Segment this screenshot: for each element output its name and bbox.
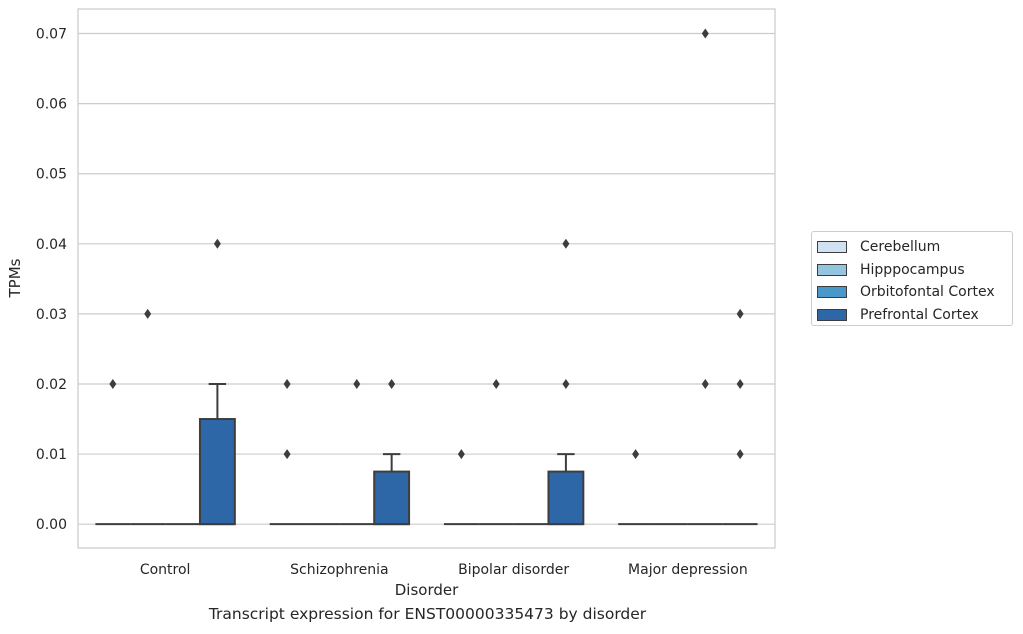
outlier-point <box>283 378 291 389</box>
legend-item: Hipppocampus <box>817 259 1012 282</box>
y-tick-label: 0.04 <box>36 237 67 253</box>
box-orbitofontal-cortex <box>687 28 723 526</box>
box-hipppocampus <box>478 378 514 526</box>
box-cerebellum <box>443 449 479 526</box>
outlier-point <box>562 378 570 389</box>
y-axis-title: TPMs <box>6 258 24 298</box>
outlier-point <box>562 238 570 249</box>
outlier-point <box>492 378 500 389</box>
legend-swatch <box>817 286 847 299</box>
y-tick-label: 0.06 <box>36 97 67 113</box>
box-cerebellum <box>269 378 305 526</box>
legend-swatch <box>817 241 847 254</box>
legend-label: Hipppocampus <box>860 261 965 278</box>
box-orbitofontal-cortex <box>339 378 375 526</box>
box-body <box>547 470 585 526</box>
outlier-point <box>109 378 117 389</box>
boxes <box>95 28 758 526</box>
legend-label: Cerebellum <box>860 239 941 256</box>
x-tick-label: Schizophrenia <box>290 562 388 578</box>
box-prefrontal-cortex <box>722 308 758 526</box>
plot-frame <box>77 8 776 549</box>
outlier-point <box>701 28 709 39</box>
box-prefrontal-cortex <box>198 238 236 526</box>
outlier-point <box>736 308 744 319</box>
box-hipppocampus <box>130 308 166 526</box>
y-tick-label: 0.03 <box>36 307 67 323</box>
y-tick-labels: 0.00 0.01 0.02 0.03 0.04 0.05 0.06 0.07 <box>36 27 67 534</box>
legend: Cerebellum Hipppocampus Orbitofontal Corte… <box>811 231 1013 326</box>
legend-item: Orbitofontal Cortex <box>817 281 1012 304</box>
gridlines <box>78 32 775 525</box>
x-tick-labels: Control Schizophrenia Bipolar disorder Majo… <box>140 562 748 578</box>
legend-swatch <box>817 308 847 321</box>
outlier-point <box>701 378 709 389</box>
x-axis-title: Disorder <box>395 581 459 599</box>
chart-caption: Transcript expression for ENST0000033547… <box>208 605 647 623</box>
y-tick-label: 0.07 <box>36 27 67 43</box>
x-tick-label: Major depression <box>628 562 748 578</box>
outlier-point <box>213 238 221 249</box>
box-cerebellum <box>95 378 131 526</box>
box-prefrontal-cortex <box>547 238 585 526</box>
outlier-point <box>353 378 361 389</box>
box-prefrontal-cortex <box>373 378 411 526</box>
legend-item: Cerebellum <box>817 236 1012 259</box>
outlier-point <box>283 449 291 460</box>
outlier-point <box>144 308 152 319</box>
legend-swatch <box>817 263 847 276</box>
y-tick-label: 0.01 <box>36 447 67 463</box>
outlier-point <box>388 378 396 389</box>
x-tick-label: Bipolar disorder <box>458 562 569 578</box>
x-tick-label: Control <box>140 562 191 578</box>
legend-item: Prefrontal Cortex <box>817 304 1012 327</box>
outlier-point <box>736 449 744 460</box>
box-body <box>373 470 411 526</box>
outlier-point <box>632 449 640 460</box>
y-tick-label: 0.05 <box>36 167 67 183</box>
box-body <box>198 418 236 526</box>
legend-label: Prefrontal Cortex <box>860 306 979 323</box>
y-tick-label: 0.02 <box>36 377 67 393</box>
outlier-point <box>457 449 465 460</box>
legend-label: Orbitofontal Cortex <box>860 284 995 301</box>
y-tick-label: 0.00 <box>36 517 67 533</box>
box-cerebellum <box>618 449 654 526</box>
outlier-point <box>736 378 744 389</box>
